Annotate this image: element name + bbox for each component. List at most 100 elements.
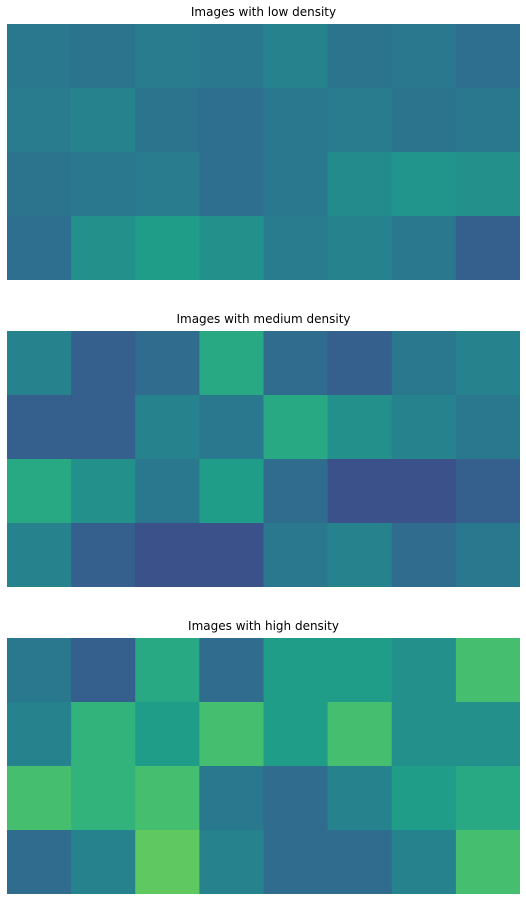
heatmap-tile-r2-c1 bbox=[71, 152, 136, 217]
heatmap-tile-r1-c5 bbox=[327, 702, 393, 767]
heatmap-tile-r2-c1 bbox=[71, 766, 136, 831]
heatmap-tile-r0-c2 bbox=[135, 331, 200, 396]
heatmap-tile-r1-c0 bbox=[7, 395, 72, 460]
heatmap-grid bbox=[7, 24, 520, 280]
heatmap-tile-r2-c5 bbox=[327, 152, 393, 217]
chart-title: Images with medium density bbox=[176, 312, 351, 326]
heatmap-tile-r2-c6 bbox=[391, 152, 457, 217]
heatmap-tile-r3-c6 bbox=[391, 830, 457, 894]
chart-title: Images with low density bbox=[190, 5, 337, 19]
heatmap-tile-r0-c5 bbox=[327, 331, 393, 396]
heatmap-tile-r2-c4 bbox=[263, 152, 329, 217]
heatmap-tile-r0-c2 bbox=[135, 24, 200, 89]
heatmap-tile-r3-c7 bbox=[455, 216, 520, 280]
heatmap-tile-r0-c4 bbox=[263, 638, 329, 703]
heatmap-tile-r0-c3 bbox=[199, 638, 265, 703]
heatmap-tile-r1-c1 bbox=[71, 395, 136, 460]
heatmap-tile-r1-c6 bbox=[391, 88, 457, 153]
heatmap-tile-r0-c5 bbox=[327, 24, 393, 89]
heatmap-tile-r0-c4 bbox=[263, 24, 329, 89]
heatmap-tile-r1-c4 bbox=[263, 702, 329, 767]
heatmap-tile-r1-c3 bbox=[199, 395, 265, 460]
heatmap-tile-r1-c2 bbox=[135, 702, 200, 767]
heatmap-tile-r2-c5 bbox=[327, 459, 393, 524]
heatmap-tile-r0-c0 bbox=[7, 24, 72, 89]
heatmap-tile-r3-c2 bbox=[135, 830, 200, 894]
heatmap-tile-r3-c0 bbox=[7, 216, 72, 280]
heatmap-tile-r1-c6 bbox=[391, 702, 457, 767]
heatmap-tile-r1-c6 bbox=[391, 395, 457, 460]
heatmap-tile-r0-c1 bbox=[71, 331, 136, 396]
heatmap-tile-r0-c7 bbox=[455, 331, 520, 396]
heatmap-tile-r1-c1 bbox=[71, 702, 136, 767]
heatmap-tile-r1-c7 bbox=[455, 702, 520, 767]
heatmap-tile-r2-c0 bbox=[7, 459, 72, 524]
heatmap-tile-r3-c3 bbox=[199, 830, 265, 894]
heatmap-tile-r3-c3 bbox=[199, 523, 265, 587]
heatmap-tile-r1-c7 bbox=[455, 395, 520, 460]
heatmap-tile-r2-c6 bbox=[391, 459, 457, 524]
heatmap-tile-r3-c5 bbox=[327, 830, 393, 894]
chart-title: Images with high density bbox=[188, 619, 339, 633]
heatmap-tile-r0-c7 bbox=[455, 24, 520, 89]
heatmap-tile-r3-c4 bbox=[263, 523, 329, 587]
heatmap-tile-r0-c5 bbox=[327, 638, 393, 703]
heatmap-tile-r0-c2 bbox=[135, 638, 200, 703]
heatmap-tile-r2-c1 bbox=[71, 459, 136, 524]
heatmap-tile-r2-c3 bbox=[199, 459, 265, 524]
heatmap-tile-r1-c4 bbox=[263, 88, 329, 153]
heatmap-tile-r2-c7 bbox=[455, 766, 520, 831]
heatmap-grid bbox=[7, 331, 520, 587]
heatmap-tile-r2-c0 bbox=[7, 766, 72, 831]
heatmap-tile-r0-c6 bbox=[391, 24, 457, 89]
heatmap-tile-r2-c2 bbox=[135, 459, 200, 524]
heatmap-tile-r3-c6 bbox=[391, 523, 457, 587]
heatmap-tile-r1-c2 bbox=[135, 395, 200, 460]
heatmap-tile-r3-c1 bbox=[71, 523, 136, 587]
heatmap-tile-r2-c2 bbox=[135, 766, 200, 831]
heatmap-tile-r1-c0 bbox=[7, 702, 72, 767]
heatmap-tile-r0-c1 bbox=[71, 24, 136, 89]
heatmap-tile-r3-c7 bbox=[455, 523, 520, 587]
heatmap-tile-r0-c0 bbox=[7, 331, 72, 396]
heatmap-tile-r2-c6 bbox=[391, 766, 457, 831]
heatmap-tile-r2-c7 bbox=[455, 152, 520, 217]
heatmap-tile-r1-c0 bbox=[7, 88, 72, 153]
heatmap-tile-r2-c5 bbox=[327, 766, 393, 831]
heatmap-tile-r1-c5 bbox=[327, 88, 393, 153]
heatmap-tile-r3-c7 bbox=[455, 830, 520, 894]
heatmap-tile-r3-c2 bbox=[135, 523, 200, 587]
heatmap-tile-r0-c0 bbox=[7, 638, 72, 703]
heatmap-tile-r0-c1 bbox=[71, 638, 136, 703]
heatmap-tile-r2-c3 bbox=[199, 766, 265, 831]
heatmap-tile-r0-c6 bbox=[391, 331, 457, 396]
heatmap-tile-r3-c0 bbox=[7, 830, 72, 894]
heatmap-tile-r2-c4 bbox=[263, 766, 329, 831]
heatmap-tile-r0-c3 bbox=[199, 331, 265, 396]
heatmap-tile-r1-c4 bbox=[263, 395, 329, 460]
heatmap-tile-r2-c2 bbox=[135, 152, 200, 217]
heatmap-tile-r0-c7 bbox=[455, 638, 520, 703]
heatmap-tile-r0-c4 bbox=[263, 331, 329, 396]
heatmap-tile-r0-c3 bbox=[199, 24, 265, 89]
heatmap-tile-r1-c1 bbox=[71, 88, 136, 153]
heatmap-tile-r2-c4 bbox=[263, 459, 329, 524]
heatmap-tile-r2-c0 bbox=[7, 152, 72, 217]
heatmap-tile-r3-c0 bbox=[7, 523, 72, 587]
heatmap-tile-r1-c2 bbox=[135, 88, 200, 153]
heatmap-tile-r3-c4 bbox=[263, 216, 329, 280]
heatmap-tile-r3-c4 bbox=[263, 830, 329, 894]
heatmap-tile-r2-c7 bbox=[455, 459, 520, 524]
heatmap-tile-r3-c5 bbox=[327, 523, 393, 587]
heatmap-tile-r3-c2 bbox=[135, 216, 200, 280]
heatmap-tile-r3-c1 bbox=[71, 830, 136, 894]
heatmap-tile-r3-c3 bbox=[199, 216, 265, 280]
heatmap-tile-r2-c3 bbox=[199, 152, 265, 217]
heatmap-tile-r3-c5 bbox=[327, 216, 393, 280]
heatmap-tile-r0-c6 bbox=[391, 638, 457, 703]
heatmap-tile-r1-c7 bbox=[455, 88, 520, 153]
heatmap-tile-r3-c1 bbox=[71, 216, 136, 280]
heatmap-tile-r1-c3 bbox=[199, 88, 265, 153]
heatmap-tile-r1-c5 bbox=[327, 395, 393, 460]
heatmap-tile-r1-c3 bbox=[199, 702, 265, 767]
